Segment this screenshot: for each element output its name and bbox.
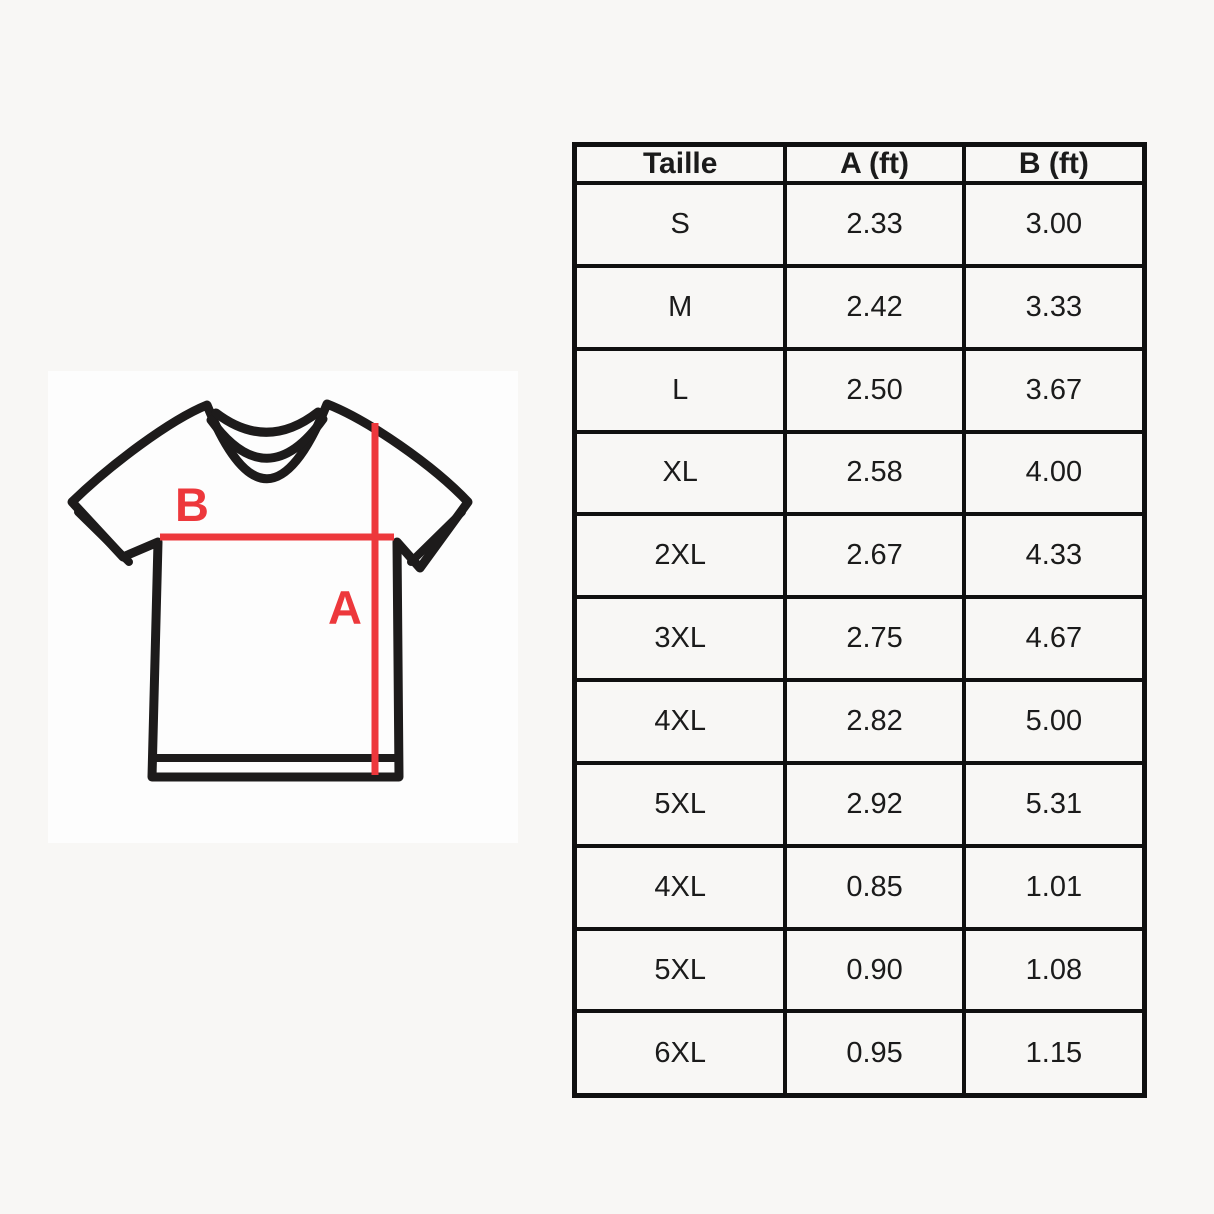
- table-row: 4XL 2.82 5.00: [572, 678, 1147, 765]
- cell-taille: 4XL: [572, 678, 788, 765]
- header-a-ft: A (ft): [783, 142, 966, 185]
- cell-b: 4.00: [961, 429, 1147, 517]
- cell-b: 3.33: [961, 263, 1147, 351]
- tshirt-diagram: B A: [67, 399, 473, 782]
- cell-b: 1.08: [961, 926, 1147, 1014]
- cell-taille: S: [572, 181, 788, 268]
- cell-a: 2.50: [783, 346, 966, 434]
- cell-taille: 2XL: [572, 512, 788, 600]
- table-row: 5XL 0.90 1.08: [572, 926, 1147, 1014]
- cell-b: 4.67: [961, 595, 1147, 683]
- cell-a: 2.58: [783, 429, 966, 517]
- cell-a: 2.82: [783, 678, 966, 765]
- cell-a: 0.85: [783, 843, 966, 931]
- size-chart-table: Taille A (ft) B (ft) S 2.33 3.00 M 2.42 …: [572, 142, 1147, 1098]
- cell-taille: XL: [572, 429, 788, 517]
- cell-a: 2.67: [783, 512, 966, 600]
- cell-taille: L: [572, 346, 788, 434]
- measure-label-a: A: [328, 581, 362, 634]
- collar-inner-arc: [206, 414, 328, 463]
- measure-label-b: B: [175, 478, 209, 531]
- collar-back-arc: [211, 407, 323, 437]
- table-row: XL 2.58 4.00: [572, 429, 1147, 517]
- table-row: 3XL 2.75 4.67: [572, 595, 1147, 683]
- left-cuff-line: [74, 508, 133, 566]
- table-row: 6XL 0.95 1.15: [572, 1009, 1147, 1098]
- cell-b: 3.00: [961, 181, 1147, 268]
- cell-taille: M: [572, 263, 788, 351]
- cell-a: 2.42: [783, 263, 966, 351]
- cell-taille: 5XL: [572, 760, 788, 848]
- cell-b: 1.15: [961, 1009, 1147, 1098]
- cell-taille: 5XL: [572, 926, 788, 1014]
- header-taille: Taille: [572, 142, 788, 185]
- table-row: M 2.42 3.33: [572, 263, 1147, 351]
- cell-b: 4.33: [961, 512, 1147, 600]
- cell-a: 0.95: [783, 1009, 966, 1098]
- cell-b: 3.67: [961, 346, 1147, 434]
- cell-a: 0.90: [783, 926, 966, 1014]
- header-b-ft: B (ft): [961, 142, 1147, 185]
- cell-b: 5.00: [961, 678, 1147, 765]
- table-row: 5XL 2.92 5.31: [572, 760, 1147, 848]
- table-row: L 2.50 3.67: [572, 346, 1147, 434]
- tshirt-outline: [67, 399, 473, 782]
- cell-a: 2.75: [783, 595, 966, 683]
- right-cuff-line: [407, 508, 466, 566]
- cell-taille: 4XL: [572, 843, 788, 931]
- table-row: 4XL 0.85 1.01: [572, 843, 1147, 931]
- tshirt-panel: B A: [48, 371, 518, 843]
- table-header-row: Taille A (ft) B (ft): [572, 142, 1147, 185]
- cell-taille: 6XL: [572, 1009, 788, 1098]
- table-row: S 2.33 3.00: [572, 181, 1147, 268]
- cell-taille: 3XL: [572, 595, 788, 683]
- table-row: 2XL 2.67 4.33: [572, 512, 1147, 600]
- cell-a: 2.92: [783, 760, 966, 848]
- cell-b: 5.31: [961, 760, 1147, 848]
- cell-a: 2.33: [783, 181, 966, 268]
- cell-b: 1.01: [961, 843, 1147, 931]
